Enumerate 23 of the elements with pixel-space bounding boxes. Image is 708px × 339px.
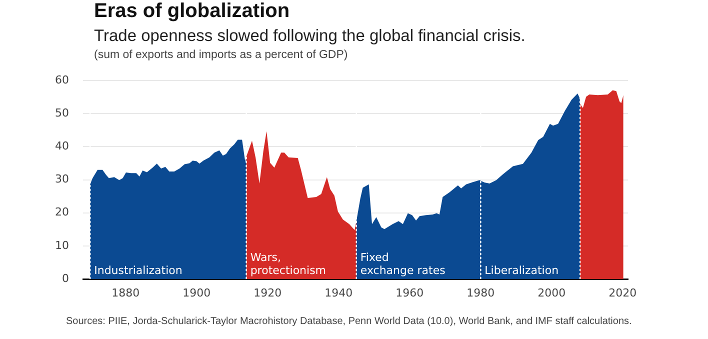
x-tick-label: 1940: [324, 286, 353, 300]
y-tick-label: 20: [55, 206, 69, 219]
y-tick-label: 60: [55, 73, 69, 86]
chart-subtitle: Trade openness slowed following the global financial crisis.: [94, 27, 526, 46]
x-tick-label: 2000: [538, 286, 566, 300]
x-tick-label: 1880: [112, 286, 140, 300]
ref-line-label: Liberalization: [484, 264, 559, 277]
x-tick-label: 1960: [396, 286, 424, 300]
y-axis-title: (sum of exports and imports as a percent of GDP): [94, 49, 348, 61]
x-tick-label: 1980: [466, 286, 495, 300]
x-tick-label: 1900: [182, 286, 211, 300]
x-tick-label: 1920: [254, 286, 282, 300]
y-tick-label: 10: [55, 238, 69, 252]
source-note: Sources: PIIE, Jorda-Schularick-Taylor Macrohistory Database, Penn World Data (10.0), World Bank, and IMF staff calculations.: [66, 316, 632, 327]
ref-line-label: Industrialization: [94, 264, 182, 277]
y-tick-label: 0: [62, 272, 69, 285]
chart-title: Eras of globalization: [94, 0, 290, 23]
ref-line-label: Wars, protectionism: [250, 251, 326, 277]
y-tick-label: 40: [55, 140, 69, 153]
x-tick-label: 2020: [608, 286, 637, 300]
y-tick-label: 30: [55, 172, 69, 186]
ref-line-label: Fixed exchange rates: [360, 251, 446, 277]
y-tick-label: 50: [55, 106, 69, 120]
